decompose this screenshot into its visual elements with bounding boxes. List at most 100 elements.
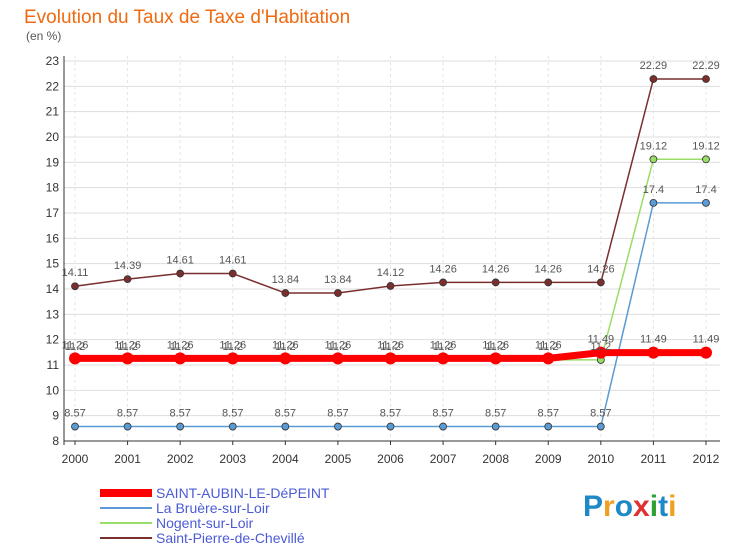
x-tick-label: 2006 — [377, 452, 404, 466]
data-label: 11.26 — [167, 339, 194, 351]
data-point — [702, 75, 710, 83]
data-point — [542, 352, 555, 365]
data-label: 11.49 — [587, 334, 614, 346]
x-tick-label: 2001 — [114, 452, 141, 466]
grid — [64, 56, 720, 442]
proxiti-logo: Proxiti — [583, 490, 676, 523]
logo-letter: i — [650, 490, 658, 523]
data-label: 14.39 — [114, 260, 142, 272]
legend-label: La Bruère-sur-Loir — [156, 500, 270, 516]
data-point — [439, 278, 447, 287]
chart-title: Evolution du Taux de Taxe d'Habitation — [24, 7, 350, 28]
data-label: 11.26 — [62, 339, 89, 351]
x-tick-label: 2008 — [482, 452, 509, 466]
data-label: 14.12 — [377, 267, 405, 279]
data-label: 8.57 — [380, 408, 401, 420]
y-tick-label: 17 — [46, 206, 60, 220]
series-2-labels: 8.57 8.57 8.57 8.57 8.57 8.57 8.57 8.57 8.57 8.57… — [64, 184, 716, 420]
data-point — [228, 422, 237, 431]
logo-letter: t — [658, 490, 668, 523]
data-label: 8.57 — [222, 408, 243, 420]
y-tick-label: 12 — [46, 333, 60, 347]
series-group: 8.57 8.57 8.57 8.57 8.57 8.57 8.57 8.57 8.57 8.57… — [62, 60, 720, 431]
data-point — [71, 282, 79, 291]
data-point — [544, 422, 553, 431]
logo-letter: r — [603, 490, 615, 523]
data-point — [439, 422, 447, 431]
y-tick-label: 21 — [46, 105, 60, 119]
data-label: 11.2 — [538, 341, 559, 353]
data-label: 11.2 — [275, 341, 296, 353]
data-point — [649, 155, 658, 164]
data-point — [702, 198, 710, 207]
legend-item: La Bruère-sur-Loir — [100, 500, 270, 516]
data-label: 13.84 — [272, 274, 300, 286]
logo-letter: i — [668, 490, 676, 523]
data-label: 14.26 — [587, 263, 615, 275]
y-tick-label: 15 — [46, 257, 60, 271]
x-tick-label: 2007 — [430, 452, 457, 466]
legend-item: Saint-Pierre-de-Chevillé — [100, 530, 305, 546]
data-label: 17.4 — [643, 184, 664, 196]
data-label: 11.2 — [65, 341, 86, 353]
data-label: 14.26 — [534, 263, 562, 275]
data-label: 11.26 — [272, 339, 299, 351]
y-tick-label: 14 — [46, 282, 60, 296]
axes: 8 9 10 11 12 13 14 15 16 17 18 19 20 21 22 23 2000 2001 20… — [46, 54, 720, 466]
legend-item: SAINT-AUBIN-LE-DéPEINT — [100, 485, 330, 501]
y-tick-label: 13 — [46, 307, 60, 321]
data-point — [281, 289, 290, 297]
logo-letter: x — [633, 490, 650, 523]
data-label: 14.11 — [62, 267, 89, 279]
x-tick-label: 2012 — [693, 452, 720, 466]
data-label: 11.49 — [640, 334, 667, 346]
data-point — [226, 352, 239, 365]
data-label: 8.57 — [590, 408, 611, 420]
data-point — [594, 346, 607, 359]
data-point — [121, 352, 134, 365]
data-point — [69, 352, 81, 365]
data-label: 22.29 — [692, 60, 720, 72]
data-point — [176, 269, 185, 278]
data-label: 19.12 — [692, 140, 720, 152]
data-point — [176, 422, 185, 431]
legend-label: SAINT-AUBIN-LE-DéPEINT — [156, 485, 330, 501]
data-label: 19.12 — [640, 140, 668, 152]
data-label: 11.26 — [430, 339, 457, 351]
x-tick-label: 2004 — [272, 452, 299, 466]
data-point — [331, 352, 344, 365]
data-label: 8.57 — [117, 408, 138, 420]
data-label: 11.2 — [222, 341, 243, 353]
data-point — [649, 75, 658, 83]
data-label: 14.61 — [166, 255, 194, 267]
series-4-labels: 14.11 14.39 14.61 14.61 13.84 13.84 14.12 14.26… — [62, 60, 720, 286]
data-label: 8.57 — [275, 408, 296, 420]
data-point — [71, 422, 79, 431]
data-label: 8.57 — [432, 408, 453, 420]
series-1 — [69, 346, 712, 365]
data-point — [702, 155, 710, 164]
data-label: 11.2 — [380, 341, 401, 353]
chart-subtitle: (en %) — [26, 29, 61, 43]
data-label: 11.2 — [328, 341, 349, 353]
data-point — [279, 352, 292, 365]
data-point — [649, 198, 658, 207]
x-tick-label: 2011 — [641, 452, 667, 466]
y-tick-label: 20 — [46, 130, 60, 144]
series-2 — [71, 198, 710, 431]
series-4 — [71, 75, 710, 297]
y-tick-label: 19 — [46, 155, 60, 169]
data-label: 11.2 — [485, 341, 506, 353]
data-point — [384, 352, 397, 365]
series-1-labels: 11.26 11.26 11.26 11.26 11.26 11.26 11.26 11.26… — [62, 334, 720, 352]
x-tick-label: 2010 — [587, 452, 614, 466]
data-point — [334, 289, 342, 297]
data-label: 11.26 — [325, 339, 352, 351]
legend-label: Saint-Pierre-de-Chevillé — [156, 530, 305, 546]
data-label: 22.29 — [640, 60, 668, 72]
data-point — [491, 278, 500, 287]
data-label: 11.2 — [433, 341, 454, 353]
